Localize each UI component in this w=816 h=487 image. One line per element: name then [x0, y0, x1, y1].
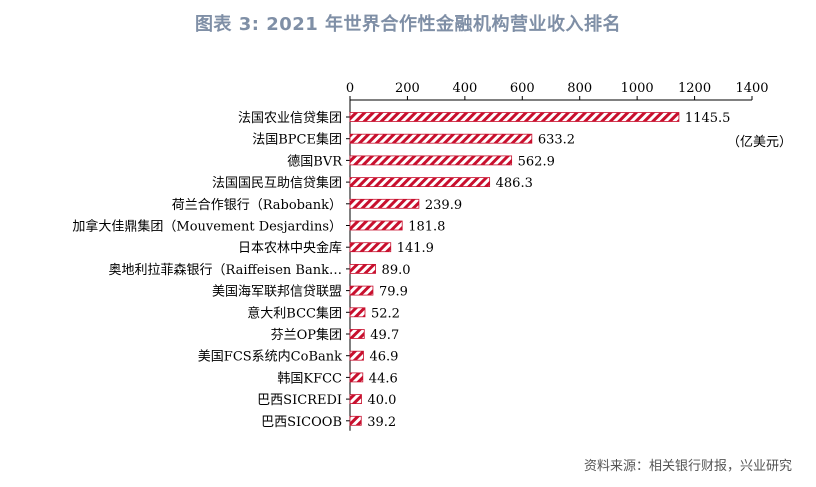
value-label: 46.9 [369, 350, 398, 365]
x-tick-label: 800 [567, 81, 592, 96]
value-label: 44.6 [369, 371, 398, 386]
category-label: 法国国民互助信贷集团 [212, 175, 342, 191]
category-label: 美国海军联邦信贷联盟 [212, 285, 342, 300]
value-label: 49.7 [370, 328, 399, 343]
value-label: 181.8 [408, 220, 445, 235]
bar [349, 350, 364, 361]
category-label: 法国BPCE集团 [252, 132, 342, 148]
category-label: 德国BVR [287, 154, 343, 169]
bar [349, 198, 420, 209]
bar [349, 329, 365, 339]
x-tick-label: 1200 [678, 81, 711, 96]
bar [349, 394, 362, 405]
value-label: 52.2 [371, 306, 400, 321]
source-note: 资料来源：相关银行财报，兴业研究 [583, 459, 792, 474]
x-tick-label: 0 [346, 81, 354, 96]
category-label: 巴西SICOOB [261, 415, 342, 430]
x-tick-label: 400 [452, 81, 477, 96]
value-label: 141.9 [397, 241, 434, 256]
bar [349, 307, 366, 318]
value-label: 239.9 [425, 198, 462, 213]
category-label: 法国农业信贷集团 [238, 110, 342, 126]
category-label: 日本农林中央金库 [238, 240, 342, 256]
value-label: 89.0 [382, 263, 411, 278]
bar [349, 155, 513, 166]
category-label: 奥地利拉菲森银行（Raiffeisen Bank… [108, 263, 342, 278]
value-label: 39.2 [367, 415, 396, 430]
category-label: 荷兰合作银行（Rabobank） [172, 198, 342, 213]
x-tick-label: 1000 [621, 81, 654, 96]
bar [349, 415, 362, 426]
category-label: 芬兰OP集团 [271, 327, 342, 343]
x-tick-label: 600 [510, 81, 535, 96]
bar [349, 177, 491, 188]
bar [349, 133, 533, 144]
chart-title: 图表 3: 2021 年世界合作性金融机构营业收入排名 [194, 14, 622, 35]
value-label: 40.0 [367, 393, 396, 408]
bar [349, 263, 376, 274]
x-tick-label: 200 [395, 81, 420, 96]
category-label: 意大利BCC集团 [247, 305, 342, 321]
bar [349, 242, 392, 253]
category-label: 韩国KFCC [277, 371, 342, 386]
bar [349, 112, 680, 122]
value-label: 1145.5 [685, 111, 731, 126]
category-label: 美国FCS系统内CoBank [198, 349, 342, 365]
category-label: 加拿大佳鼎集团（Mouvement Desjardins） [72, 219, 342, 235]
value-label: 486.3 [496, 176, 533, 191]
x-tick-label: 1400 [735, 81, 768, 96]
value-label: 562.9 [518, 154, 555, 169]
bar [349, 285, 374, 296]
unit-label: （亿美元） [727, 135, 792, 150]
bar [349, 372, 364, 383]
value-label: 633.2 [538, 133, 575, 148]
value-label: 79.9 [379, 285, 408, 300]
bar [349, 220, 403, 231]
category-label: 巴西SICREDI [257, 393, 342, 408]
